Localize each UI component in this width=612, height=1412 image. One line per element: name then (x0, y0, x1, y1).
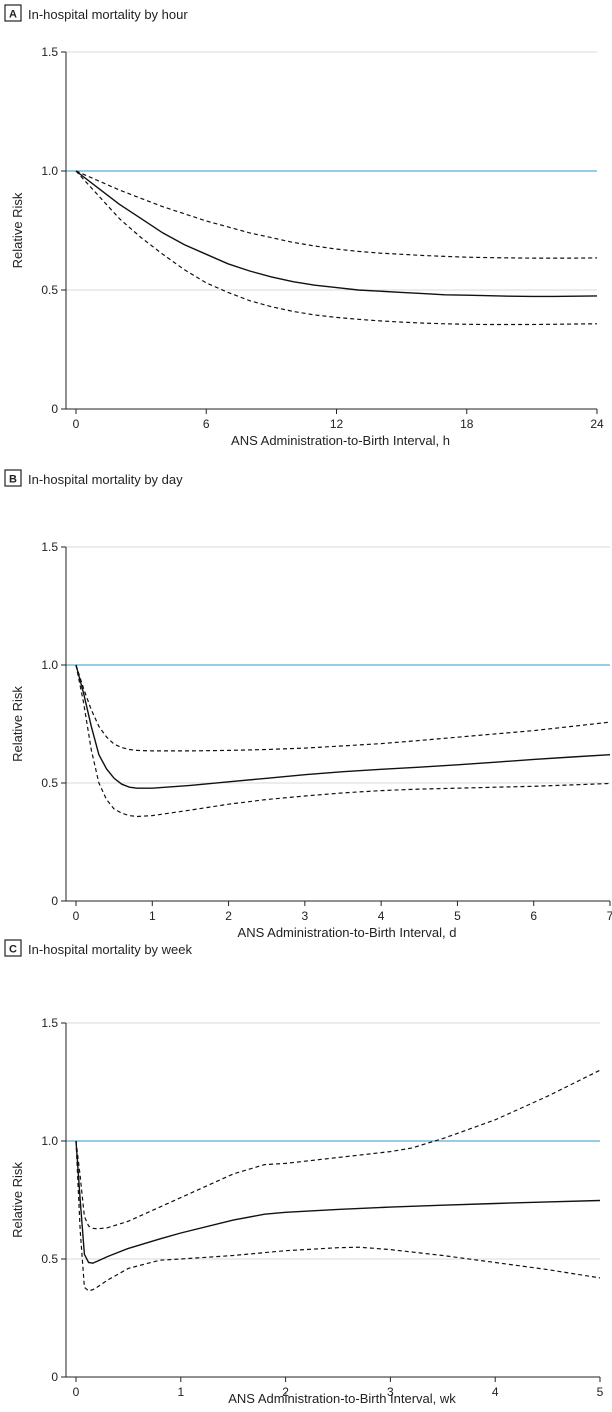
x-tick-label: 0 (73, 909, 80, 923)
y-tick-label: 1.0 (41, 164, 58, 178)
y-tick-label: 0.5 (41, 776, 58, 790)
panel-letter-box (4, 4, 22, 22)
x-tick-label: 1 (149, 909, 156, 923)
panel-letter-box (4, 469, 22, 487)
x-tick-label: 6 (530, 909, 537, 923)
y-tick-label: 1.5 (41, 45, 58, 59)
x-tick-label: 5 (597, 1385, 604, 1399)
series-upper-ci (75, 664, 611, 752)
x-axis-label: ANS Administration-to-Birth Interval, d (238, 925, 457, 940)
x-tick-label: 24 (590, 417, 604, 431)
x-tick-label: 12 (330, 417, 344, 431)
x-tick-label: 2 (282, 1385, 289, 1399)
series-upper-ci (75, 170, 598, 259)
y-tick-label: 1.0 (41, 1134, 58, 1148)
series-estimate (75, 170, 598, 298)
panel-letter: C (9, 944, 17, 956)
series-lower-ci (75, 664, 611, 818)
x-axis-label: ANS Administration-to-Birth Interval, wk (228, 1391, 456, 1406)
y-tick-label: 1.5 (41, 1016, 58, 1030)
x-tick-label: 2 (225, 909, 232, 923)
series-upper-ci (75, 1069, 601, 1230)
x-tick-label: 0 (73, 1385, 80, 1399)
panel-letter-box (4, 939, 22, 957)
series-estimate (75, 664, 611, 789)
series-lower-ci (75, 170, 598, 326)
series-lower-ci (75, 1140, 601, 1292)
y-tick-label: 0 (51, 402, 58, 416)
y-tick-label: 0 (51, 1370, 58, 1384)
x-tick-label: 4 (492, 1385, 499, 1399)
y-axis-label: Relative Risk (10, 1162, 25, 1238)
panel-title: In-hospital mortality by hour (28, 7, 188, 22)
x-tick-label: 7 (607, 909, 612, 923)
y-tick-label: 0 (51, 894, 58, 908)
x-tick-label: 6 (203, 417, 210, 431)
y-axis-label: Relative Risk (10, 686, 25, 762)
panel-title: In-hospital mortality by week (28, 942, 193, 957)
x-tick-label: 3 (302, 909, 309, 923)
panel-c: C In-hospital mortality by week 0 0.5 1.0 1.5… (4, 939, 604, 1406)
x-axis-label: ANS Administration-to-Birth Interval, h (231, 433, 450, 448)
x-tick-label: 0 (73, 417, 80, 431)
x-tick-label: 18 (460, 417, 474, 431)
panel-letter: A (9, 9, 17, 21)
series-estimate (75, 1140, 601, 1264)
panel-letter: B (9, 474, 17, 486)
panel-a: A In-hospital mortality by hour 0 0.5 1.0 1.5… (4, 4, 604, 448)
panel-title: In-hospital mortality by day (28, 472, 183, 487)
y-axis-label: Relative Risk (10, 192, 25, 268)
y-tick-label: 0.5 (41, 283, 58, 297)
y-tick-label: 1.0 (41, 658, 58, 672)
y-tick-label: 0.5 (41, 1252, 58, 1266)
y-tick-label: 1.5 (41, 540, 58, 554)
panel-b: B In-hospital mortality by day 0 0.5 1.0 1.5 0… (4, 469, 612, 940)
x-tick-label: 1 (177, 1385, 184, 1399)
x-tick-label: 3 (387, 1385, 394, 1399)
x-tick-label: 4 (378, 909, 385, 923)
x-tick-label: 5 (454, 909, 461, 923)
